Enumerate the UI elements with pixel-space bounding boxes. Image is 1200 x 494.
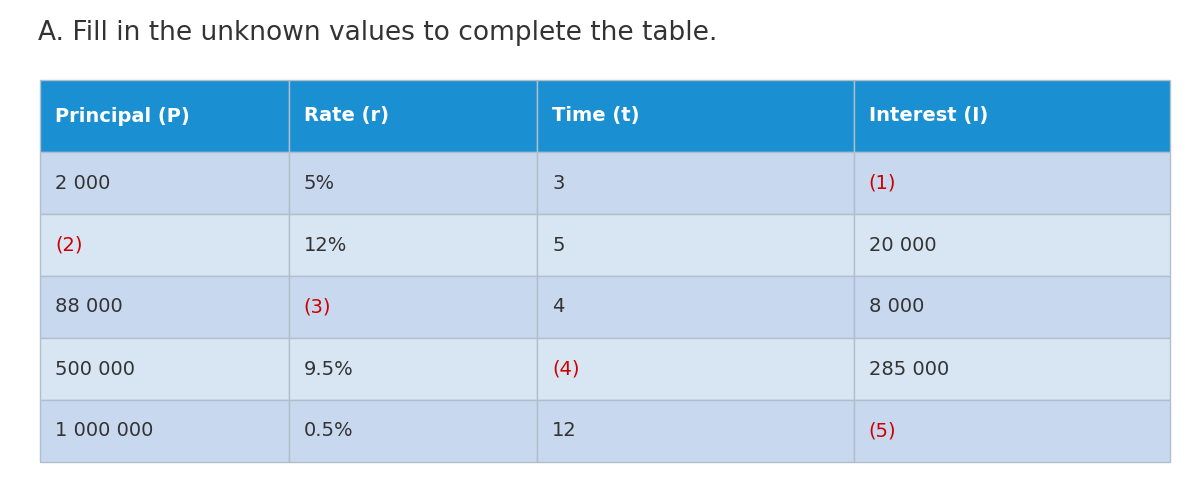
Text: Time (t): Time (t) [552,107,640,125]
Bar [538,214,853,276]
Text: 9.5%: 9.5% [304,360,353,378]
Text: 12%: 12% [304,236,347,254]
Text: 88 000: 88 000 [55,297,122,317]
Bar [40,152,288,214]
Text: 1 000 000: 1 000 000 [55,421,154,441]
Bar [853,80,1170,152]
Bar [40,214,288,276]
Bar [538,276,853,338]
Bar [538,400,853,462]
Bar [853,276,1170,338]
Text: 285 000: 285 000 [869,360,949,378]
Text: 5: 5 [552,236,565,254]
Text: 12: 12 [552,421,577,441]
Bar [40,276,288,338]
Bar [538,152,853,214]
Bar [288,80,538,152]
Bar [288,276,538,338]
Text: (5): (5) [869,421,896,441]
Bar [853,152,1170,214]
Text: (3): (3) [304,297,331,317]
Bar [853,338,1170,400]
Text: 5%: 5% [304,173,335,193]
Bar [288,400,538,462]
Bar [40,400,288,462]
Text: Rate (r): Rate (r) [304,107,389,125]
Bar [40,338,288,400]
Text: (4): (4) [552,360,580,378]
Text: A. Fill in the unknown values to complete the table.: A. Fill in the unknown values to complet… [38,20,718,46]
Bar [538,338,853,400]
Text: 8 000: 8 000 [869,297,924,317]
Bar [288,214,538,276]
Text: (2): (2) [55,236,83,254]
Text: Interest (I): Interest (I) [869,107,988,125]
Bar [288,152,538,214]
Bar [853,214,1170,276]
Text: 3: 3 [552,173,564,193]
Text: 4: 4 [552,297,564,317]
Bar [853,400,1170,462]
Text: Principal (P): Principal (P) [55,107,190,125]
Text: 20 000: 20 000 [869,236,936,254]
Bar [538,80,853,152]
Text: 2 000: 2 000 [55,173,110,193]
Bar [288,338,538,400]
Text: (1): (1) [869,173,896,193]
Text: 500 000: 500 000 [55,360,134,378]
Bar [40,80,288,152]
Text: 0.5%: 0.5% [304,421,353,441]
